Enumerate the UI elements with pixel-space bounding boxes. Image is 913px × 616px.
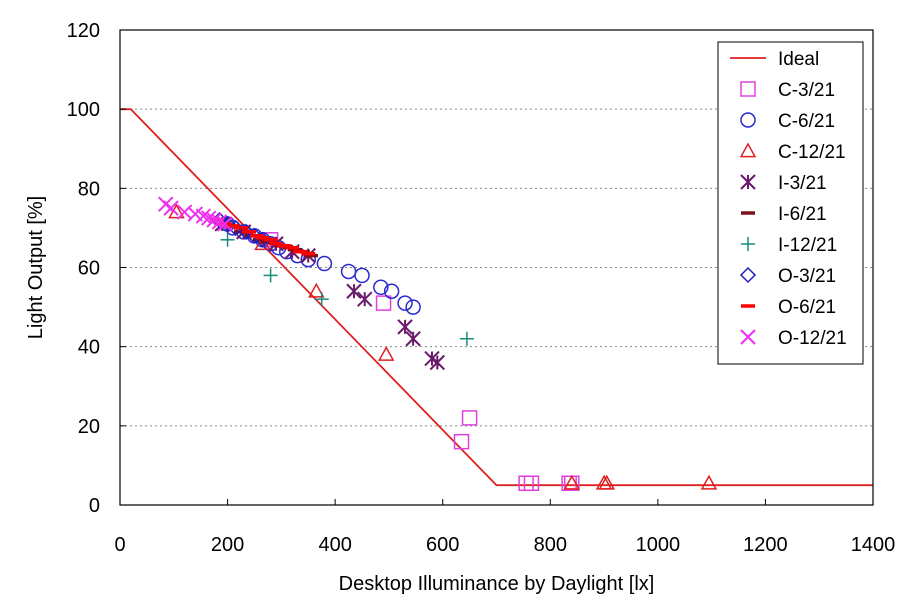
point-i-3-21 [357, 291, 373, 307]
legend-swatch-o-12-21 [740, 329, 756, 345]
point-c-12-21 [598, 474, 616, 490]
point-i-12-21 [459, 331, 474, 346]
point-c-6-21 [397, 295, 413, 311]
y-tick-label: 40 [78, 337, 100, 359]
y-tick-label: 0 [89, 495, 100, 517]
point-i-3-21 [405, 331, 421, 347]
point-o-12-21 [195, 208, 212, 224]
x-tick-label: 200 [211, 534, 244, 556]
legend-label-c-6-21: C-6/21 [778, 111, 835, 132]
legend-label-i-12-21: I-12/21 [778, 235, 837, 256]
legend-swatch-i-3-21 [740, 174, 756, 190]
legend-label-i-6-21: I-6/21 [778, 204, 827, 225]
legend-label-o-12-21: O-12/21 [778, 328, 847, 349]
y-tick-label: 80 [78, 178, 100, 200]
point-i-3-21 [346, 283, 362, 299]
x-tick-label: 1000 [636, 534, 681, 556]
legend-label-c-12-21: C-12/21 [778, 142, 846, 163]
point-c-3-21 [375, 295, 392, 311]
point-c-3-21 [523, 475, 540, 491]
legend-swatch-c-12-21 [739, 142, 757, 158]
point-c-3-21 [518, 475, 534, 491]
point-c-6-21 [405, 299, 421, 315]
point-c-12-21 [308, 282, 325, 298]
point-c-12-21 [377, 346, 395, 361]
point-o-12-21 [211, 214, 228, 230]
legend-label-o-3-21: O-3/21 [778, 266, 836, 287]
point-o-12-21 [201, 210, 217, 226]
legend-label-ideal: Ideal [778, 49, 819, 70]
legend-swatch-i-12-21 [741, 237, 755, 251]
point-i-12-21 [220, 232, 235, 247]
legend-swatch-c-6-21 [740, 112, 756, 128]
point-i-3-21 [429, 354, 446, 371]
y-tick-label: 20 [78, 416, 100, 438]
point-c-6-21 [373, 279, 389, 296]
y-tick-label: 120 [67, 20, 100, 42]
point-i-12-21 [263, 268, 278, 283]
y-axis-ticks: 0 20 40 60 80 100 120 [67, 20, 126, 517]
legend-label-o-6-21: O-6/21 [778, 297, 836, 318]
y-axis-label: Light Output [%] [25, 196, 47, 339]
y-tick-label: 100 [67, 99, 100, 121]
x-tick-label: 800 [534, 534, 567, 556]
point-c-6-21 [316, 255, 333, 272]
x-tick-label: 600 [426, 534, 459, 556]
point-c-6-21 [340, 263, 357, 280]
point-o-12-21 [217, 216, 233, 232]
x-tick-label: 1200 [743, 534, 788, 556]
x-axis-ticks: 0 200 400 600 800 1000 1200 1400 [114, 499, 895, 556]
data-points [158, 196, 718, 491]
y-tick-label: 60 [78, 258, 100, 280]
point-i-12-21 [314, 292, 329, 307]
x-tick-label: 400 [318, 534, 351, 556]
x-axis-label: Desktop Illuminance by Daylight [lx] [339, 573, 655, 595]
legend-swatch-c-3-21 [740, 81, 756, 97]
gridlines [120, 108, 873, 427]
point-c-6-21 [354, 267, 370, 284]
x-tick-label: 0 [114, 534, 125, 556]
point-o-12-21 [163, 200, 179, 216]
point-i-3-21 [397, 319, 413, 335]
point-c-12-21 [563, 474, 581, 490]
legend-label-c-3-21: C-3/21 [778, 80, 835, 101]
point-c-12-21 [700, 474, 718, 490]
point-c-3-21 [461, 410, 478, 426]
legend-label-i-3-21: I-3/21 [778, 173, 827, 194]
point-c-3-21 [453, 433, 470, 450]
point-c-6-21 [383, 283, 400, 299]
point-o-12-21 [206, 212, 222, 228]
legend-swatch-o-3-21 [739, 266, 757, 284]
legend: Ideal C-3/21 C-6/21 C-12/21 I-3/21 I-6/21 I-12… [717, 41, 864, 365]
x-tick-label: 1400 [851, 534, 896, 556]
